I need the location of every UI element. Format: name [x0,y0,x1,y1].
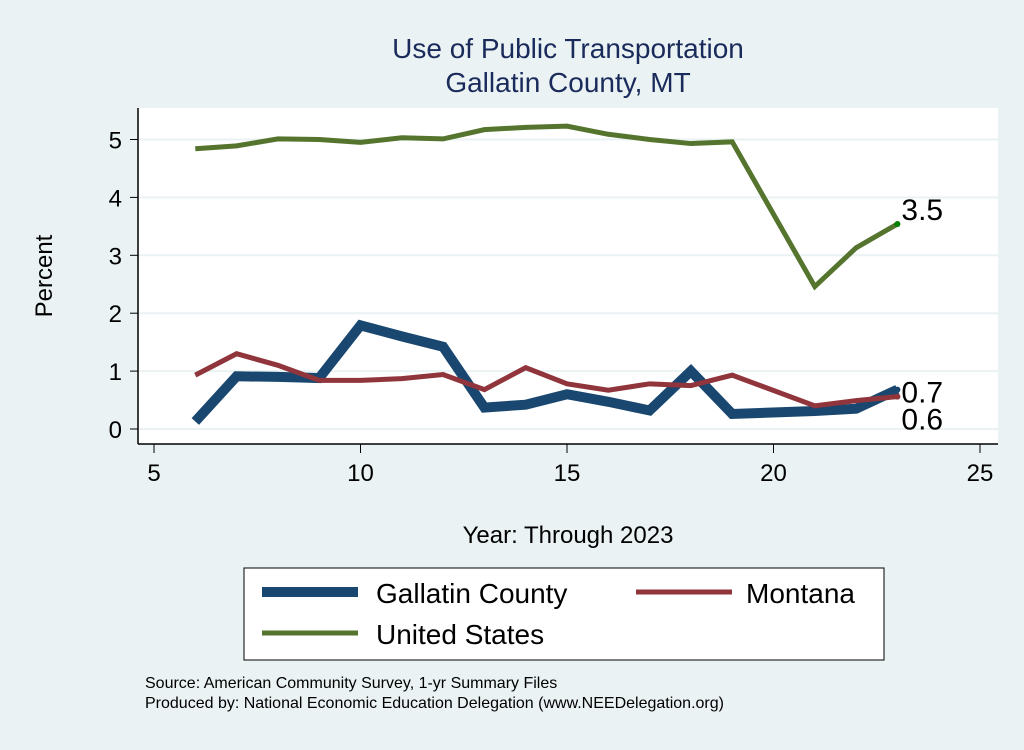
y-tick-label: 4 [109,185,122,212]
chart-title: Use of Public Transportation [392,33,744,64]
end-value-label: 3.5 [901,194,943,227]
x-tick-label: 15 [554,460,581,487]
x-tick-label: 5 [147,460,160,487]
end-marker [894,394,900,400]
end-marker [894,387,900,393]
y-tick-label: 0 [109,417,122,444]
y-tick-label: 3 [109,243,122,270]
source-note: Source: American Community Survey, 1-yr … [145,675,557,692]
x-tick-label: 20 [760,460,787,487]
end-value-label: 0.6 [901,404,943,437]
chart-subtitle: Gallatin County, MT [445,67,690,98]
x-tick-label: 10 [347,460,374,487]
x-axis-label: Year: Through 2023 [463,522,674,549]
produced-by-note: Produced by: National Economic Education… [145,695,724,712]
y-axis-label: Percent [31,234,58,317]
y-tick-label: 1 [109,359,122,386]
y-tick-label: 5 [109,128,122,155]
legend-label: United States [376,619,544,650]
legend-label: Montana [746,578,855,609]
x-tick-label: 25 [967,460,994,487]
y-tick-label: 2 [109,301,122,328]
legend-label: Gallatin County [376,578,567,609]
end-marker [894,221,900,227]
